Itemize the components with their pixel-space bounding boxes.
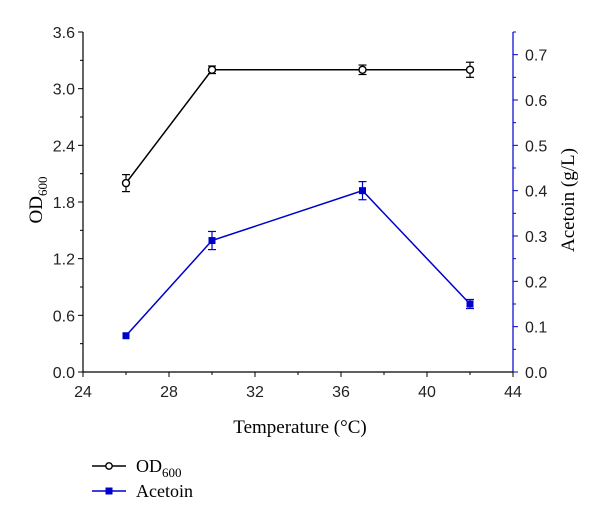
- x-tick-label: 44: [504, 384, 522, 401]
- od600-legend-label: OD600: [136, 456, 182, 480]
- od600-point: [121, 178, 131, 188]
- od600-point: [207, 65, 217, 74]
- acetoin-point: [122, 332, 130, 340]
- acetoin-point: [359, 187, 366, 195]
- od600-legend-label-subscript: 600: [162, 465, 182, 480]
- left-y-tick-label: 3.0: [53, 82, 75, 99]
- od600-series-line: [125, 69, 470, 184]
- right-y-tick-label: 0.4: [525, 184, 547, 201]
- x-axis-label: Temperature (°C): [233, 417, 366, 438]
- x-tick-label: 24: [74, 384, 92, 401]
- right-y-axis-label: Acetoin (g/L): [558, 148, 579, 252]
- right-y-tick-label: 0.7: [525, 48, 547, 65]
- x-tick-label: 32: [246, 384, 264, 401]
- od600-legend-label-main: OD: [136, 456, 162, 476]
- x-tick-label: 28: [160, 384, 178, 401]
- acetoin-series-line: [125, 189, 471, 337]
- acetoin-legend-marker: [105, 487, 113, 495]
- ticks-group: 24 28 32 36 40 440.00.61.21.82.43.03.60.00.10…: [53, 25, 548, 401]
- left-y-axis-label-main: OD: [26, 196, 47, 223]
- left-y-tick-label: 0.6: [53, 308, 75, 325]
- marks-group: [121, 61, 475, 340]
- right-y-tick-label: 0.1: [525, 320, 547, 337]
- left-y-axis-label-subscript: 600: [35, 177, 50, 197]
- right-y-tick-label: 0.0: [525, 365, 547, 382]
- od600-legend-marker: [105, 462, 113, 470]
- right-y-tick-label: 0.6: [525, 93, 547, 110]
- x-tick-label: 40: [418, 384, 436, 401]
- axes-group: [82, 32, 514, 373]
- right-y-tick-label: 0.5: [525, 138, 547, 155]
- acetoin-point: [208, 237, 216, 245]
- left-y-tick-label: 1.8: [53, 195, 75, 212]
- right-y-tick-label: 0.2: [525, 274, 547, 291]
- od600-point: [358, 65, 367, 74]
- x-tick-label: 36: [332, 384, 350, 401]
- left-y-tick-label: 2.4: [53, 138, 75, 155]
- acetoin-point: [466, 300, 474, 308]
- left-y-axis-label: OD600: [26, 177, 50, 224]
- left-y-tick-label: 3.6: [53, 25, 75, 42]
- left-y-tick-label: 0.0: [53, 365, 75, 382]
- left-y-tick-label: 1.2: [53, 252, 75, 269]
- right-y-tick-label: 0.3: [525, 229, 547, 246]
- od600-point: [465, 65, 475, 74]
- acetoin-legend-label: Acetoin: [136, 481, 193, 501]
- acetoin-legend-label-main: Acetoin: [136, 481, 193, 501]
